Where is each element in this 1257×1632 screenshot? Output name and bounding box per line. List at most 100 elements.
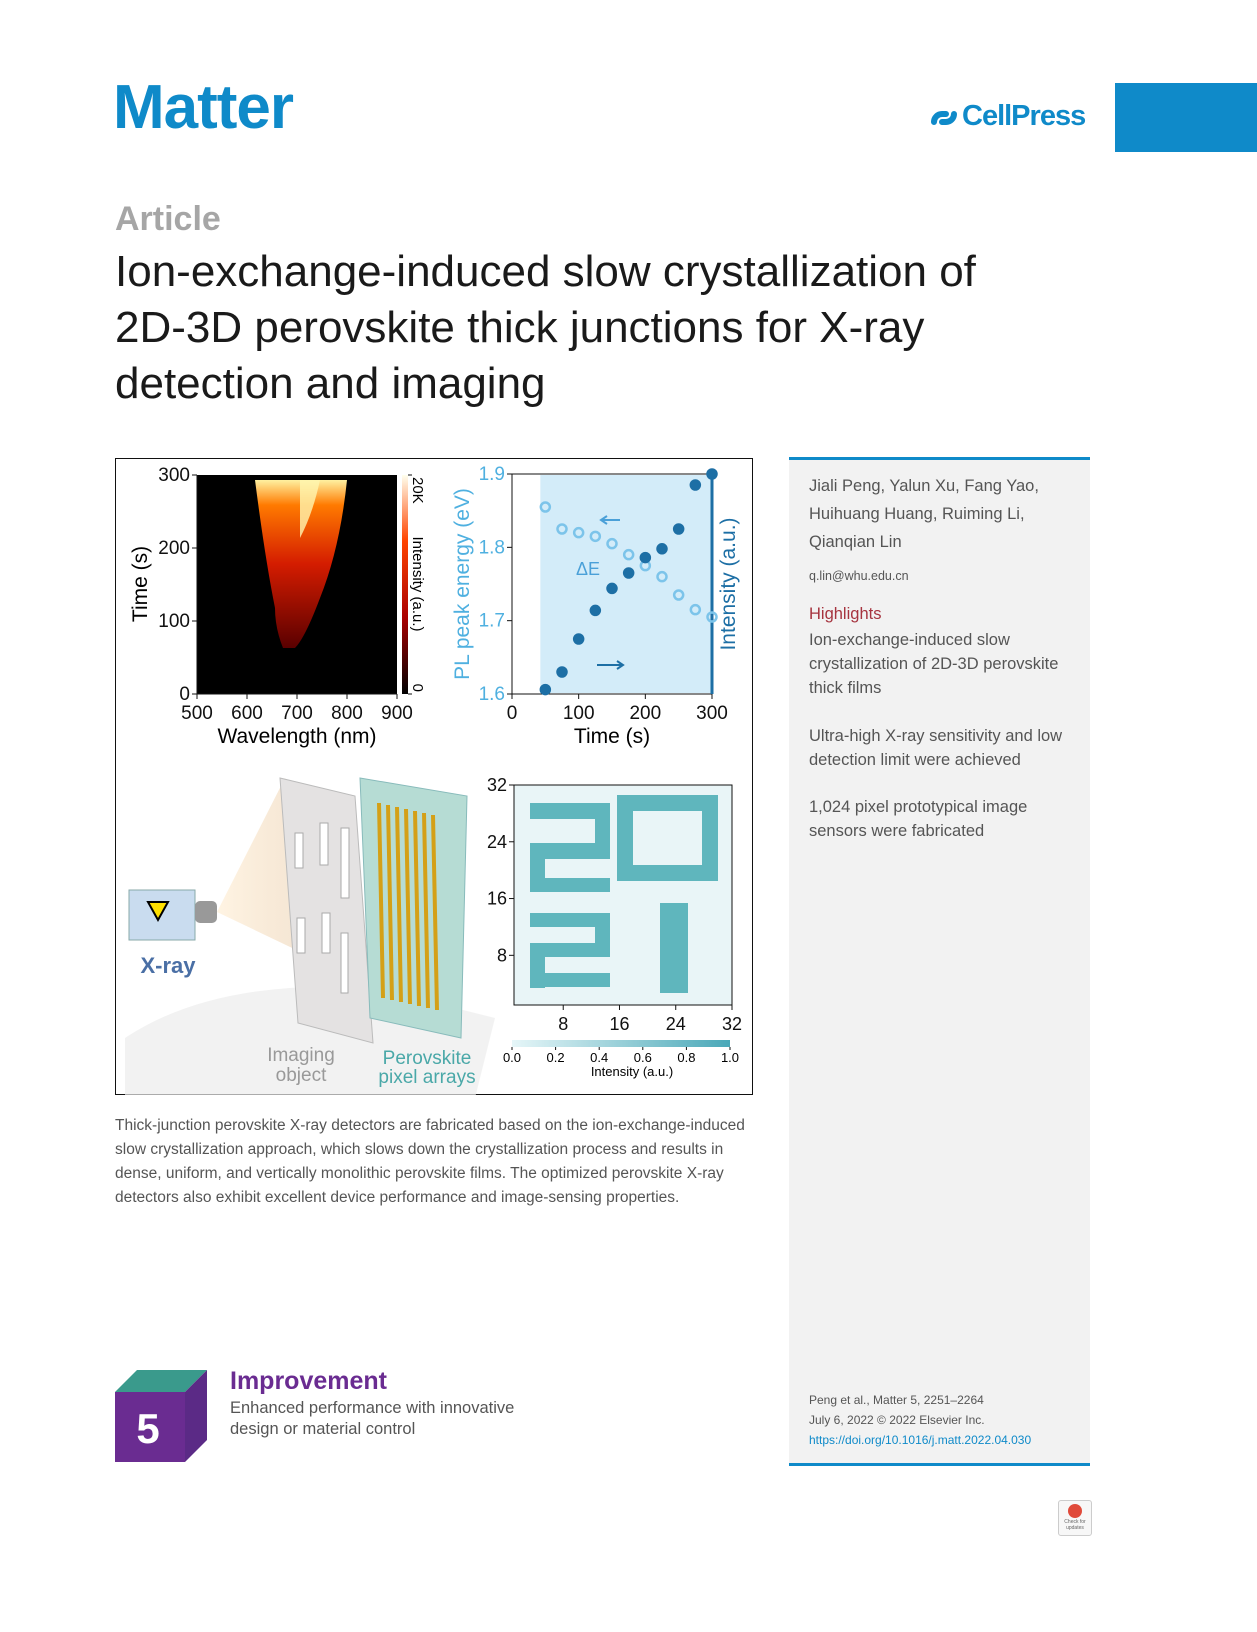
citation: Peng et al., Matter 5, 2251–2264 July 6,…: [809, 1390, 1031, 1450]
data-point: [589, 604, 602, 617]
title-line: 2D-3D perovskite thick junctions for X-r…: [115, 303, 925, 352]
sidebar: [789, 457, 1090, 1466]
pixel-substrate: [359, 777, 468, 1039]
x-tick-label: 100: [563, 703, 595, 724]
y-tick-label: 1.7: [479, 611, 505, 632]
arrow: [597, 660, 625, 670]
object-label: object: [276, 1065, 327, 1086]
data-point: [606, 537, 618, 550]
corner-tab: [1115, 83, 1257, 152]
data-point: [656, 543, 668, 555]
x-tick-label: 0: [507, 703, 518, 724]
detector-label: Perovskite: [383, 1048, 472, 1069]
x-axis-label: Time (s): [574, 725, 650, 748]
y-tick-label: 8: [497, 945, 507, 965]
colorbar-tick-label: 0.4: [590, 1050, 608, 1065]
detector-label: pixel arrays: [378, 1067, 475, 1088]
data-point: [572, 633, 585, 645]
authors: Jiali Peng, Yalun Xu, Fang Yao, Huihuang…: [809, 477, 1039, 551]
colorbar: [402, 475, 408, 694]
x-tick-label: 32: [722, 1014, 742, 1034]
data-point: [689, 603, 702, 616]
x-axis-label: Wavelength (nm): [217, 725, 376, 748]
x-tick-label: 24: [666, 1014, 686, 1034]
title-line: Ion-exchange-induced slow crystallizatio…: [115, 247, 976, 296]
arrow: [599, 515, 620, 525]
xray-source: [128, 889, 196, 941]
colorbar-tick-label: 20K: [409, 477, 426, 504]
x-tick-label: 8: [558, 1014, 568, 1034]
data-point: [572, 526, 585, 539]
hazard-icon: [146, 901, 170, 923]
y-tick-label: 200: [158, 538, 190, 559]
article-title: Ion-exchange-induced slow crystallizatio…: [115, 244, 976, 412]
x-tick-label: 500: [181, 703, 213, 724]
data-point: [672, 523, 685, 535]
colorbar-tick-label: 0.6: [634, 1050, 652, 1065]
email[interactable]: q.lin@whu.edu.cn: [809, 569, 909, 583]
y-tick-label: 16: [487, 889, 507, 909]
colorbar-tick-label: 0.0: [503, 1050, 521, 1065]
x-tick-label: 300: [696, 703, 728, 724]
citation-line: July 6, 2022 © 2022 Elsevier Inc.: [809, 1413, 985, 1427]
x-tick-label: 700: [281, 703, 313, 724]
x-tick-label: 200: [629, 703, 661, 724]
colorbar-tick-label: 0.2: [547, 1050, 565, 1065]
data-point: [539, 501, 552, 513]
highlight: Ion-exchange-induced slow crystallizatio…: [809, 631, 1059, 697]
data-point: [706, 468, 718, 480]
check-updates-label: Check for updates: [1064, 1519, 1086, 1531]
colorbar-tick-label: 0: [409, 684, 426, 692]
data-point: [622, 567, 635, 579]
check-updates[interactable]: Check for updates: [1058, 1500, 1092, 1536]
badge-title: Improvement: [230, 1367, 387, 1395]
y-axis-label: PL peak energy (eV): [451, 488, 474, 680]
highlights-heading: Highlights: [809, 605, 882, 623]
y-axis-label: Time (s): [129, 546, 152, 622]
article-type: Article: [115, 200, 221, 238]
colorbar-tick-label: 1.0: [721, 1050, 739, 1065]
journal-name: Matter: [113, 73, 294, 142]
x-tick-label: 800: [331, 703, 363, 724]
colorbar-label: Intensity (a.u.): [591, 1064, 673, 1079]
colorbar: [512, 1040, 730, 1047]
y-tick-label: 1.6: [479, 684, 505, 705]
caption: Thick-junction perovskite X-ray detector…: [115, 1117, 745, 1206]
publisher-logo: [931, 111, 957, 125]
citation-line: Peng et al., Matter 5, 2251–2264: [809, 1393, 984, 1407]
badge-icon: 5: [115, 1370, 207, 1462]
heatmap-peak: [300, 480, 320, 538]
data-point: [589, 530, 602, 543]
data-point: [539, 683, 552, 696]
shaded-region: [540, 475, 712, 693]
heatmap-signal: [255, 480, 347, 648]
source-label: X-ray: [140, 953, 196, 978]
data-point: [556, 523, 568, 535]
y-tick-label: 1.8: [479, 537, 505, 558]
electrodes: [377, 802, 439, 1011]
annotation: ΔE: [576, 559, 600, 579]
data-point: [556, 666, 568, 678]
x-tick-label: 600: [231, 703, 263, 724]
graphical-abstract: 500 600 700 800 900 0 100 200 300 Wavelength (nm)…: [115, 458, 753, 1095]
x-tick-label: 16: [609, 1014, 629, 1034]
y2-axis-label: Intensity (a.u.): [717, 517, 740, 650]
highlight: Ultra-high X-ray sensitivity and low det…: [809, 727, 1063, 769]
data-point: [622, 548, 635, 561]
y-tick-label: 32: [487, 775, 507, 795]
data-point: [639, 551, 652, 564]
data-point: [606, 582, 618, 595]
badge-number: 5: [136, 1405, 159, 1452]
badge-description: Enhanced performance with innovative des…: [230, 1399, 515, 1438]
title-line: detection and imaging: [115, 359, 546, 408]
y-tick-label: 1.9: [479, 464, 505, 485]
y-tick-label: 300: [158, 465, 190, 486]
x-tick-label: 900: [381, 703, 413, 724]
data-point: [656, 570, 668, 583]
colorbar-label: Intensity (a.u.): [409, 536, 426, 631]
doi-link[interactable]: https://doi.org/10.1016/j.matt.2022.04.0…: [809, 1433, 1032, 1447]
data-point: [706, 611, 718, 623]
highlight: 1,024 pixel prototypical image sensors w…: [809, 798, 1028, 840]
image-pattern: [530, 795, 718, 993]
